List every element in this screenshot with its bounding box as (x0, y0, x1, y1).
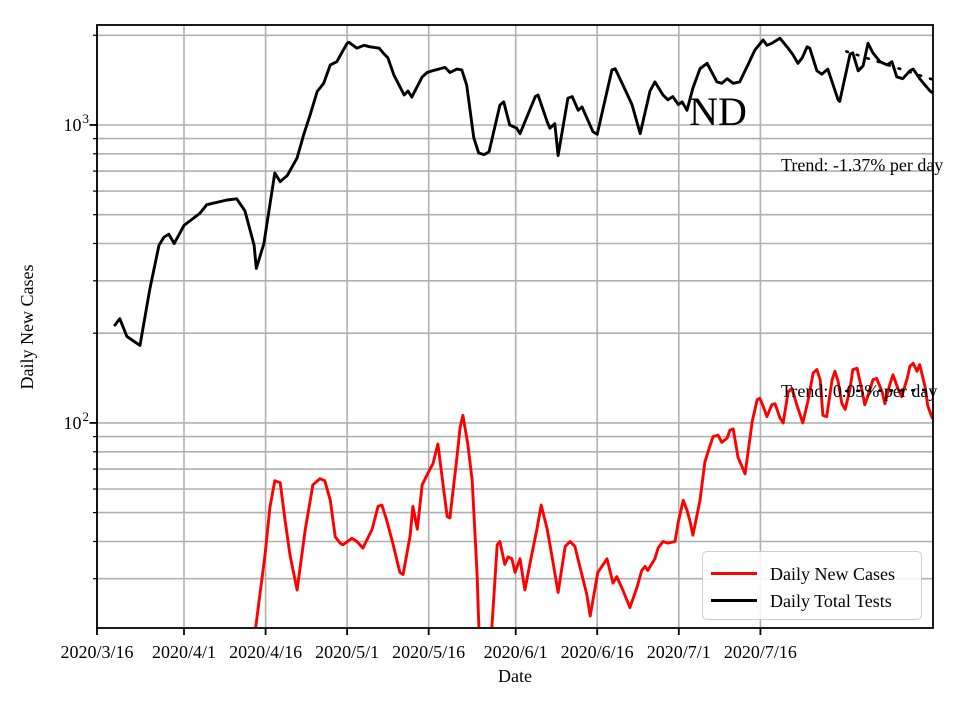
legend-entry-daily-new-cases: Daily New Cases (711, 561, 911, 586)
x-tick-label: 2020/6/1 (483, 642, 548, 662)
legend-label: Daily Total Tests (770, 590, 892, 611)
y-axis-label: Daily New Cases (17, 264, 37, 390)
black-line-swatch-icon (711, 599, 757, 602)
y-tick-label-100: 102 (63, 408, 90, 433)
tests-trend-annotation: Trend: -1.37% per day (781, 155, 944, 175)
daily-total-tests-line (113, 36, 933, 347)
legend-label: Daily New Cases (770, 563, 895, 584)
legend-box: Daily New Cases Daily Total Tests (702, 551, 922, 620)
legend-entry-daily-total-tests: Daily Total Tests (711, 588, 911, 613)
x-tick-label: 2020/7/16 (723, 642, 797, 662)
x-tick-label: 2020/7/1 (646, 642, 711, 662)
cases-trend-annotation: Trend: 0.05% per day (781, 381, 938, 401)
tests-trend-line (845, 50, 933, 81)
state-label: ND (689, 89, 747, 134)
x-tick-label: 2020/6/16 (560, 642, 634, 662)
red-line-swatch-icon (711, 572, 757, 575)
x-tick-label: 2020/4/1 (151, 642, 217, 662)
x-tick-label: 2020/3/16 (60, 642, 134, 662)
x-tick-label: 2020/5/16 (392, 642, 466, 662)
cases-trend-line (845, 388, 933, 393)
daily-new-cases-line (254, 361, 933, 628)
x-axis-label: Date (498, 666, 532, 686)
x-tick-label: 2020/5/1 (315, 642, 380, 662)
y-tick-label-1000: 103 (63, 111, 90, 135)
x-tick-label: 2020/4/16 (229, 642, 303, 662)
